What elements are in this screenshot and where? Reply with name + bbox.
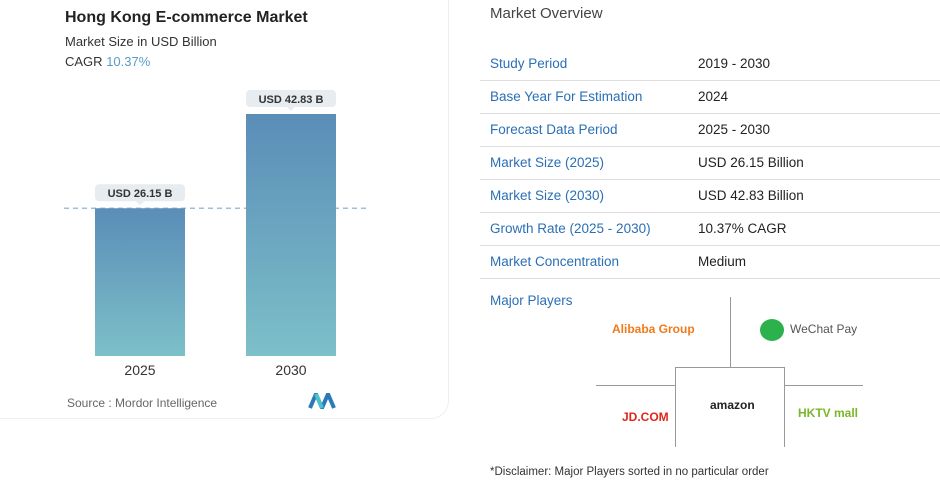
disclaimer: *Disclaimer: Major Players sorted in no … [490,466,769,478]
row-label: Forecast Data Period [480,113,688,147]
data-label-bg [95,184,185,202]
player-logo-alibaba: Alibaba Group [612,322,695,336]
row-value: USD 26.15 Billion [688,146,940,180]
player-logo-amazon: amazon [710,398,755,412]
overview-row: Market Concentration Medium [480,245,940,279]
bar-2030 [246,114,336,356]
row-value: Medium [688,245,940,279]
player-box [675,367,785,447]
overview-table: Study Period 2019 - 2030 Base Year For Est… [480,47,940,279]
row-value: 10.37% CAGR [688,212,940,246]
row-label: Study Period [480,47,688,81]
cagr-value: 10.37% [106,54,151,69]
major-players-label: Major Players [490,293,573,308]
data-label-pointer [136,201,144,206]
row-label: Base Year For Estimation [480,80,688,114]
row-value: 2025 - 2030 [688,113,940,147]
row-label: Market Concentration [480,245,688,279]
overview-row: Growth Rate (2025 - 2030) 10.37% CAGR [480,212,940,246]
data-label: USD 26.15 B [108,188,173,200]
cagr: CAGR 10.37% [65,54,150,69]
cagr-label: CAGR [65,54,103,69]
overview-row: Market Size (2025) USD 26.15 Billion [480,146,940,180]
x-tick-label: 2025 [124,362,155,378]
chart-subtitle: Market Size in USD Billion [65,34,217,49]
divider [785,385,863,386]
source-text: Source : Mordor Intelligence [67,396,218,410]
wechat-name: WeChat Pay [790,322,858,336]
mordor-logo-icon [308,393,336,409]
divider [596,385,675,386]
row-value: 2019 - 2030 [688,47,940,81]
player-logo-wechat: WeChat Pay [760,319,858,341]
data-label: USD 42.83 B [259,94,324,106]
bar-chart: USD 26.15 B 2025 USD 42.83 B 2030 [64,90,370,378]
data-label-bg [246,90,336,107]
player-logo-jd: JD.COM [622,410,669,424]
row-value: 2024 [688,80,940,114]
chart-title: Hong Kong E-commerce Market [65,9,308,26]
chart-card: Hong Kong E-commerce Market Market Size … [0,0,449,419]
overview-row: Market Size (2030) USD 42.83 Billion [480,179,940,213]
player-logo-hktv: HKTV mall [798,406,859,420]
divider [730,297,731,367]
row-label: Market Size (2030) [480,179,688,213]
overview-title: Market Overview [490,5,603,22]
row-value: USD 42.83 Billion [688,179,940,213]
overview-row: Base Year For Estimation 2024 [480,80,940,114]
row-label: Market Size (2025) [480,146,688,180]
bar-2025 [95,208,185,356]
x-tick-label: 2030 [275,362,306,378]
data-label-pointer [287,107,295,111]
wechat-icon [760,319,784,341]
overview-row: Study Period 2019 - 2030 [480,47,940,81]
row-label: Growth Rate (2025 - 2030) [480,212,688,246]
overview-row: Forecast Data Period 2025 - 2030 [480,113,940,147]
